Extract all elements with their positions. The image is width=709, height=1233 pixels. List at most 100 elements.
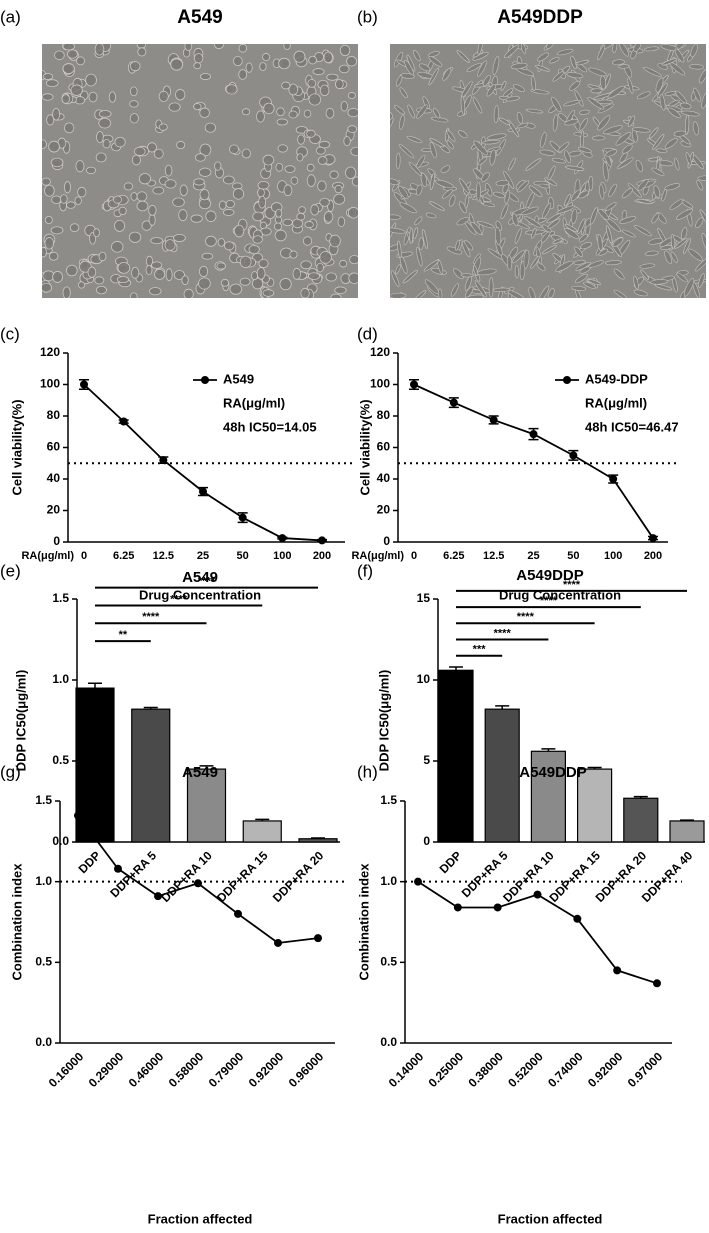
cell [698,273,705,288]
cell [667,107,681,119]
error-bar [88,682,102,689]
cell [495,180,510,186]
y-tick-label: 40 [47,471,61,485]
cell [398,185,409,200]
x-prefix-label: RA(μg/ml) [351,550,404,562]
cell [634,225,652,237]
cell [633,289,648,297]
cell [461,240,471,258]
cell [42,139,47,149]
x-tick-label: 0.92000 [246,1049,287,1090]
cell [137,47,147,57]
cell [290,176,299,185]
cell [325,272,337,282]
cell [696,179,704,191]
cell [284,165,296,173]
cell [574,273,588,284]
cell [685,152,692,166]
cell [546,44,555,50]
cell [96,131,104,144]
legend-label: A549-DDP [585,371,648,386]
cell [514,227,522,244]
cell [649,127,659,139]
cell [701,92,706,109]
cell [330,293,342,298]
x-tick-label: 6.25 [113,550,134,562]
cell [618,64,630,69]
cell [164,179,177,189]
x-tick-label: DDP+RA 20 [270,848,327,905]
cell [399,202,417,214]
cell [238,44,248,53]
cell [661,58,678,66]
cell [316,262,324,273]
cell [542,202,552,219]
significance-label: **** [170,593,188,605]
cell [150,237,163,245]
cell [62,44,76,51]
cell [656,159,674,167]
cell [44,184,55,197]
cell [199,107,210,118]
point [74,811,82,820]
cell [42,73,54,80]
cell [429,138,445,148]
legend-marker [563,376,571,384]
cell [605,149,618,157]
cells [390,44,706,298]
cell [573,259,586,265]
cell [329,170,339,180]
cell [446,130,456,142]
y-tick-label: 120 [370,345,390,359]
cell [438,288,443,298]
cell [528,286,536,298]
cell [500,80,507,91]
y-tick-label: 15 [417,591,431,605]
panel-label: (f) [357,561,373,580]
cell [516,111,523,124]
cell [225,199,235,209]
cell [588,67,607,77]
error-bar [541,748,556,752]
point [449,398,458,407]
cell [564,223,578,233]
cell [170,58,183,71]
y-tick-label: 5 [423,753,430,767]
point [234,909,242,918]
cell [701,232,706,252]
cell [435,179,454,189]
cell [622,144,633,154]
cell [537,52,549,62]
cell [670,251,678,263]
x-tick-label: 0.97000 [625,1049,666,1090]
y-axis-label: Cell viability(%) [9,399,24,495]
cell [61,94,71,104]
bar [75,687,115,843]
cell [48,140,60,153]
cell [98,117,112,129]
cell [275,208,283,218]
cell [619,44,629,57]
cell [525,158,542,171]
cell [699,209,706,227]
cell [48,251,59,261]
cell [390,214,401,220]
cell [398,143,415,159]
x-tick-label: DDP+RA 15 [214,848,271,905]
cell [659,93,666,111]
cell [598,208,609,221]
cell [525,108,544,114]
cell [511,250,525,264]
cell [308,93,322,106]
cell [539,149,556,156]
cell [345,166,357,179]
cell [292,267,302,280]
cell [214,44,224,50]
cell [642,66,662,77]
cell [613,268,625,280]
bar [131,708,171,843]
cell [319,251,332,264]
cell [339,259,348,268]
cell [241,148,251,159]
point [649,534,657,543]
